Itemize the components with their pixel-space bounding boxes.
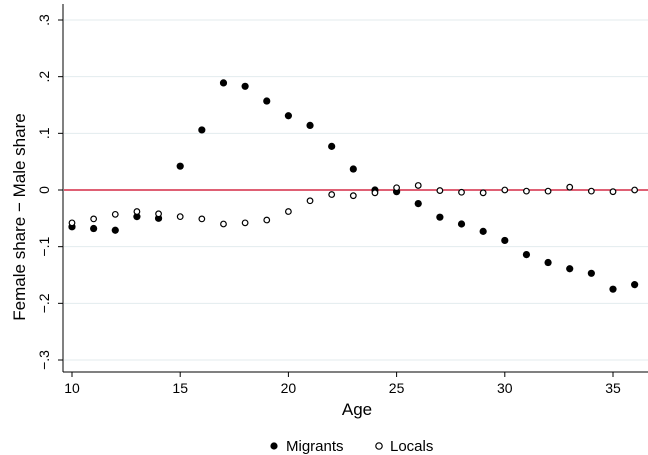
point-locals (349, 192, 357, 200)
point-locals (285, 208, 292, 215)
y-tick-label: .2 (36, 71, 52, 83)
point-locals (587, 187, 595, 195)
x-tick-label: 10 (64, 380, 80, 396)
point-migrants (544, 258, 552, 267)
data-points (68, 79, 639, 293)
point-locals (306, 197, 314, 205)
grid-lines (64, 19, 648, 361)
point-migrants (111, 226, 119, 234)
x-tick-label: 15 (172, 380, 188, 396)
point-locals (414, 182, 422, 189)
point-locals (609, 188, 617, 196)
point-migrants (90, 224, 98, 233)
point-locals (90, 215, 98, 223)
point-locals (176, 213, 184, 221)
point-locals (631, 186, 639, 194)
legend-marker-locals (375, 442, 383, 450)
y-axis-title: Female share − Male share (10, 113, 29, 320)
point-locals (263, 216, 271, 224)
point-locals (479, 189, 487, 197)
legend-marker-migrants (270, 442, 278, 450)
point-migrants (306, 121, 314, 129)
x-tick-label: 25 (389, 380, 405, 396)
point-migrants (522, 251, 531, 259)
point-locals (328, 191, 336, 198)
point-migrants (631, 281, 639, 289)
point-locals (371, 189, 379, 197)
y-tick-label: .3 (36, 14, 52, 26)
legend: Migrants Locals (270, 438, 433, 455)
point-locals (544, 187, 552, 195)
point-locals (111, 210, 119, 218)
y-tick-label: −.2 (36, 293, 52, 313)
point-locals (501, 186, 509, 194)
point-migrants (457, 220, 466, 228)
point-migrants (241, 82, 249, 90)
point-migrants (587, 269, 595, 277)
point-migrants (566, 265, 574, 273)
point-locals (523, 187, 530, 195)
x-axis-title: Age (342, 400, 372, 419)
point-locals (155, 210, 162, 218)
y-tick-label: 0 (36, 186, 52, 194)
point-locals (68, 219, 76, 227)
x-tick-label: 35 (605, 380, 621, 396)
point-locals (133, 208, 141, 215)
point-locals (393, 184, 401, 192)
x-tick-label: 30 (497, 380, 513, 396)
legend-label-migrants: Migrants (286, 438, 344, 455)
point-migrants (328, 142, 336, 150)
point-migrants (414, 200, 422, 208)
point-migrants (284, 112, 292, 120)
point-migrants (436, 213, 444, 221)
point-migrants (133, 213, 141, 221)
axes: −.3 −.2 −.1 0 .1 .2 .3 10 15 20 25 30 35 (36, 4, 648, 396)
point-locals (436, 187, 444, 194)
y-tick-label: .1 (36, 127, 52, 139)
y-tick-label: −.3 (36, 350, 52, 370)
point-migrants (176, 162, 184, 170)
point-locals (458, 188, 465, 196)
point-locals (198, 215, 206, 223)
legend-label-locals: Locals (390, 438, 433, 455)
point-migrants (263, 97, 271, 105)
point-locals (241, 219, 249, 227)
point-migrants (219, 79, 228, 87)
point-migrants (479, 227, 487, 235)
point-migrants (198, 126, 206, 134)
point-locals (566, 183, 574, 191)
point-locals (220, 220, 227, 228)
point-migrants (609, 285, 617, 293)
x-tick-label: 20 (281, 380, 297, 396)
y-tick-label: −.1 (36, 237, 52, 257)
point-migrants (349, 165, 357, 173)
point-migrants (501, 236, 509, 245)
